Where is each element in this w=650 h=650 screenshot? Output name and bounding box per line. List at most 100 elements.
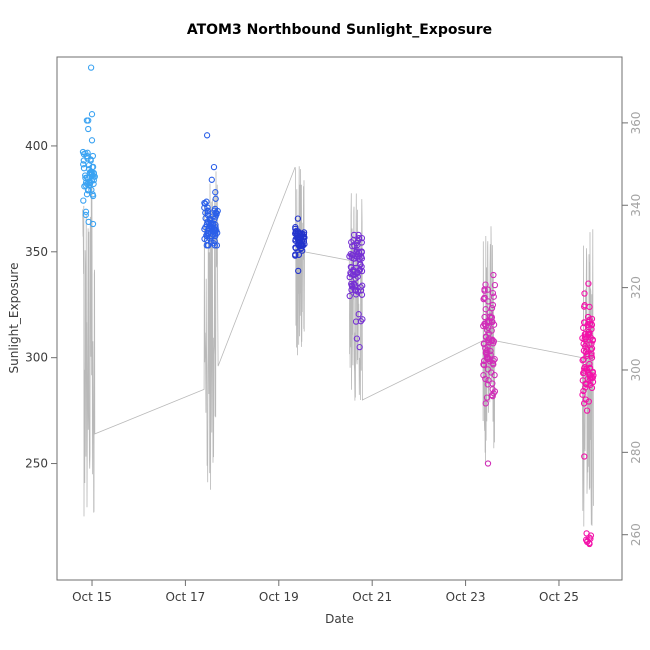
x-axis: Oct 15 Oct 17 Oct 19 Oct 21 Oct 23 Oct 25: [72, 580, 579, 604]
x-axis-label: Date: [325, 612, 354, 626]
data-point: [490, 357, 497, 364]
data-point: [292, 251, 299, 258]
data-point: [206, 215, 213, 222]
data-point: [353, 335, 361, 342]
data-point: [488, 304, 496, 312]
data-point: [481, 287, 488, 294]
data-point: [204, 204, 211, 211]
data-point: [80, 197, 87, 204]
data-point: [348, 286, 355, 294]
right-tick-label: 320: [629, 276, 643, 299]
data-point: [83, 117, 91, 124]
data-point: [346, 273, 353, 281]
data-point: [482, 306, 489, 313]
data-point: [580, 356, 587, 363]
data-point: [352, 318, 360, 325]
data-point: [489, 301, 497, 309]
data-point: [80, 165, 88, 172]
data-point: [485, 355, 492, 362]
data-point: [82, 172, 89, 179]
data-point: [347, 269, 354, 276]
data-point: [481, 294, 488, 302]
data-point: [204, 233, 211, 240]
data-point: [90, 180, 97, 188]
x-tick-label: Oct 25: [539, 590, 579, 604]
x-tick-label: Oct 23: [446, 590, 486, 604]
data-point: [484, 366, 492, 373]
right-tick-label: 300: [629, 359, 643, 382]
data-point: [485, 377, 492, 384]
data-point: [486, 358, 494, 365]
y-axis-right: 260 280 300 320 340 360: [622, 111, 643, 546]
data-point: [210, 163, 218, 171]
data-point: [87, 64, 95, 71]
data-point: [482, 400, 489, 407]
data-point: [584, 313, 592, 321]
scatter-cluster-cluster-oct17: [201, 132, 221, 249]
data-point: [484, 346, 491, 354]
y-tick-label: 300: [25, 351, 48, 365]
data-point: [482, 375, 489, 383]
y-tick-label: 400: [25, 139, 48, 153]
data-point: [298, 231, 306, 239]
data-point: [579, 334, 586, 342]
data-point: [480, 340, 488, 347]
data-point: [580, 347, 588, 354]
data-point: [89, 191, 96, 198]
data-point: [589, 378, 597, 386]
scatter-cluster-cluster-oct15: [79, 64, 98, 228]
data-point: [585, 328, 592, 336]
data-point: [485, 324, 492, 331]
data-point: [488, 369, 495, 376]
data-point: [580, 400, 588, 407]
data-point: [203, 132, 211, 139]
data-point: [482, 333, 490, 340]
scatter-cluster-cluster-oct25: [579, 280, 597, 548]
data-point: [490, 340, 497, 347]
data-point: [579, 391, 586, 398]
data-point: [583, 407, 591, 414]
data-point: [581, 302, 588, 309]
data-point: [581, 453, 588, 460]
data-point: [483, 394, 491, 401]
data-point: [205, 242, 212, 249]
data-point: [583, 530, 590, 537]
scatter-cluster-cluster-oct19: [292, 215, 308, 275]
data-point: [86, 169, 94, 176]
data-point: [346, 292, 353, 300]
data-point: [356, 343, 363, 351]
data-point: [353, 264, 360, 272]
data-point: [355, 311, 362, 318]
scatter-cluster-cluster-oct21: [346, 231, 366, 351]
data-point: [88, 111, 96, 118]
data-point: [489, 380, 496, 387]
data-point: [489, 318, 496, 326]
data-point: [295, 251, 303, 258]
data-point: [490, 293, 497, 300]
data-point: [583, 352, 590, 359]
x-tick-label: Oct 17: [165, 590, 205, 604]
data-point: [357, 284, 364, 291]
data-point: [484, 343, 491, 350]
data-point: [208, 176, 215, 183]
data-point: [84, 155, 91, 162]
data-point: [208, 229, 215, 236]
data-point: [356, 255, 363, 262]
plot-box: [56, 56, 623, 581]
data-point: [487, 313, 494, 320]
data-point: [299, 247, 306, 254]
data-point: [212, 195, 219, 202]
data-point: [583, 381, 590, 388]
data-point: [295, 237, 302, 244]
data-point: [80, 150, 88, 158]
data-point: [582, 335, 589, 342]
data-point: [209, 213, 216, 220]
data-point: [85, 218, 92, 226]
data-point: [88, 137, 96, 144]
data-point: [358, 291, 366, 298]
data-point: [581, 290, 588, 297]
data-point: [211, 205, 219, 213]
scatter-cluster-cluster-oct23: [480, 271, 499, 467]
